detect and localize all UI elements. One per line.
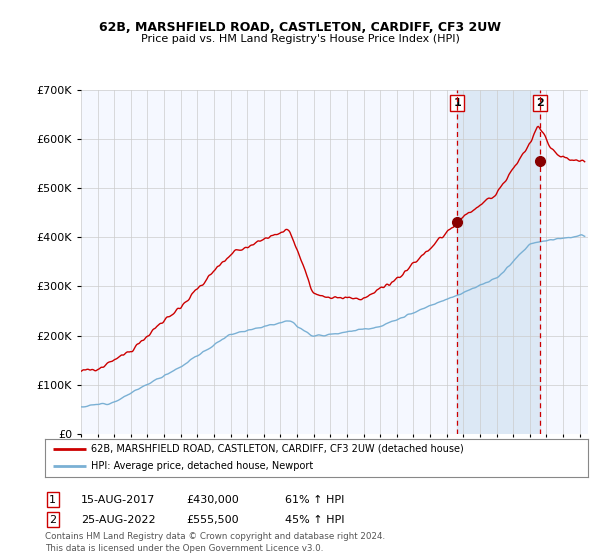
- Bar: [457, 90, 540, 434]
- Text: 2: 2: [536, 98, 544, 108]
- Text: Contains HM Land Registry data © Crown copyright and database right 2024.
This d: Contains HM Land Registry data © Crown c…: [45, 533, 385, 553]
- Text: £555,500: £555,500: [186, 515, 239, 525]
- Text: HPI: Average price, detached house, Newport: HPI: Average price, detached house, Newp…: [91, 461, 313, 472]
- Text: 61% ↑ HPI: 61% ↑ HPI: [285, 494, 344, 505]
- Text: Price paid vs. HM Land Registry's House Price Index (HPI): Price paid vs. HM Land Registry's House …: [140, 34, 460, 44]
- Text: 45% ↑ HPI: 45% ↑ HPI: [285, 515, 344, 525]
- Text: 1: 1: [453, 98, 461, 108]
- Text: 62B, MARSHFIELD ROAD, CASTLETON, CARDIFF, CF3 2UW (detached house): 62B, MARSHFIELD ROAD, CASTLETON, CARDIFF…: [91, 444, 464, 454]
- Text: 15-AUG-2017: 15-AUG-2017: [81, 494, 155, 505]
- Text: 1: 1: [49, 494, 56, 505]
- Text: £430,000: £430,000: [186, 494, 239, 505]
- Text: 25-AUG-2022: 25-AUG-2022: [81, 515, 155, 525]
- Text: 2: 2: [49, 515, 56, 525]
- Text: 62B, MARSHFIELD ROAD, CASTLETON, CARDIFF, CF3 2UW: 62B, MARSHFIELD ROAD, CASTLETON, CARDIFF…: [99, 21, 501, 34]
